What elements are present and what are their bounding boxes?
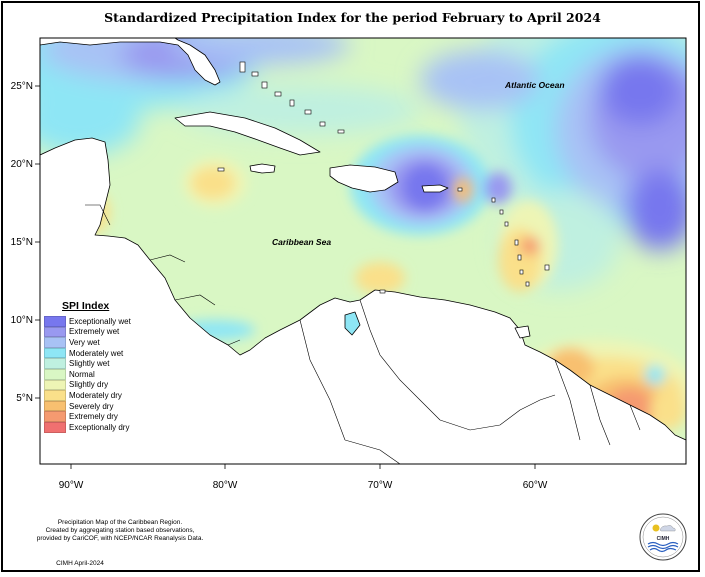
legend-entry: Very wet — [44, 337, 184, 348]
land-masses — [40, 38, 686, 464]
legend-swatch — [44, 358, 66, 369]
lon-label-60: 60°W — [523, 480, 548, 491]
legend-entry: Severely dry — [44, 400, 184, 412]
lon-axis: 90°W 80°W 70°W 60°W — [59, 464, 548, 491]
legend-swatch — [44, 411, 66, 422]
legend-swatch — [44, 421, 66, 433]
legend-entry: Exceptionally wet — [44, 316, 184, 327]
lat-label-5: 5°N — [16, 393, 33, 404]
legend-swatch — [44, 337, 66, 348]
spi-legend: SPI Index Exceptionally wet Extremely wet… — [44, 300, 184, 433]
cimh-logo-icon: CIMH — [639, 513, 687, 561]
legend-swatch — [44, 326, 66, 338]
legend-swatch — [44, 390, 66, 401]
legend-swatch — [44, 347, 66, 359]
lat-label-15: 15°N — [11, 237, 33, 248]
legend-label: Normal — [69, 369, 95, 379]
legend-swatch — [44, 316, 66, 327]
credit-line: Created by aggregating station based obs… — [45, 527, 195, 534]
legend-entry: Slightly dry — [44, 379, 184, 391]
legend-entry: Exceptionally dry — [44, 421, 184, 433]
cloud-icon — [659, 525, 676, 532]
legend-entry: Moderately wet — [44, 347, 184, 359]
lat-label-25: 25°N — [11, 81, 33, 92]
legend-label: Extremely wet — [69, 327, 120, 337]
credit-line: Precipitation Map of the Caribbean Regio… — [57, 519, 183, 526]
atlantic-ocean-label: Atlantic Ocean — [504, 80, 565, 90]
legend-entry: Normal — [44, 368, 184, 380]
lat-axis: 25°N 20°N 15°N 10°N 5°N — [11, 81, 40, 404]
logo-text: CIMH — [657, 536, 670, 542]
legend-entry: Moderately dry — [44, 390, 184, 401]
legend-swatch — [44, 379, 66, 391]
wave-icon — [647, 541, 679, 547]
credit-text: Precipitation Map of the Caribbean Regio… — [20, 519, 220, 543]
wet-puerto-rico — [350, 135, 512, 235]
sun-icon — [652, 524, 660, 532]
legend-entry: Slightly wet — [44, 358, 184, 369]
legend-label: Moderately wet — [69, 348, 124, 358]
credit-date: CIMH April-2024 — [56, 560, 104, 567]
credit-line: provided by CariCOF, with NCEP/NCAR Rean… — [36, 535, 204, 542]
legend-label: Extremely dry — [69, 412, 118, 422]
map-title: Standardized Precipitation Index for the… — [104, 10, 601, 25]
legend-label: Exceptionally wet — [69, 316, 131, 326]
legend-label: Exceptionally dry — [69, 422, 130, 432]
lon-label-90: 90°W — [59, 480, 84, 491]
legend-label: Slightly dry — [69, 380, 109, 390]
legend-swatch — [44, 400, 66, 412]
legend-entry: Extremely dry — [44, 411, 184, 422]
legend-label: Slightly wet — [69, 359, 110, 369]
legend-swatch — [44, 368, 66, 380]
legend-label: Very wet — [69, 337, 100, 347]
map-border — [39, 37, 687, 465]
caribbean-sea-label: Caribbean Sea — [272, 237, 331, 247]
wet-east-atlantic — [420, 38, 686, 290]
legend-rows: Exceptionally wet Extremely wet Very wet Mo… — [44, 316, 184, 433]
legend-label: Moderately dry — [69, 390, 122, 400]
lat-label-20: 20°N — [11, 159, 33, 170]
legend-entry: Extremely wet — [44, 326, 184, 338]
spi-field — [40, 38, 686, 464]
small-islands — [217, 61, 550, 294]
legend-label: Severely dry — [69, 401, 114, 411]
lat-label-10: 10°N — [11, 315, 33, 326]
legend-title: SPI Index — [62, 300, 110, 312]
lon-label-80: 80°W — [213, 480, 238, 491]
lon-label-70: 70°W — [368, 480, 393, 491]
borders — [85, 204, 641, 464]
